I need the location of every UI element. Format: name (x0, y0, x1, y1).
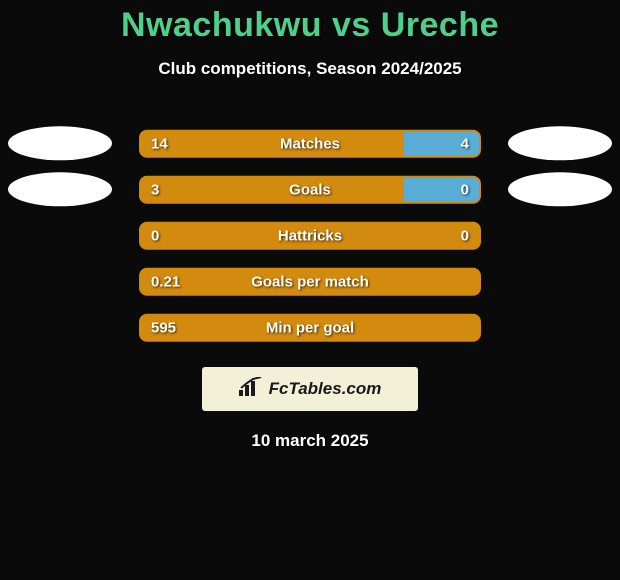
stat-value-player2: 4 (461, 135, 469, 152)
subtitle: Club competitions, Season 2024/2025 (0, 59, 620, 79)
stat-bar: 3 0 Goals (139, 176, 481, 204)
vs-separator: vs (332, 6, 371, 44)
date-text: 10 march 2025 (0, 431, 620, 451)
player2-name: Ureche (381, 6, 499, 44)
stat-value-player2: 0 (461, 181, 469, 198)
stat-bar: 0.21 Goals per match (139, 268, 481, 296)
bar-chart-icon (239, 377, 263, 402)
stat-value-player1: 3 (151, 181, 159, 198)
stat-value-player1: 595 (151, 319, 176, 336)
stat-bar: 595 Min per goal (139, 314, 481, 342)
stat-row: 0.21 Goals per match (0, 261, 620, 307)
bar-segment-player1 (141, 178, 404, 202)
stat-row: 0 0 Hattricks (0, 215, 620, 261)
stat-bar: 0 0 Hattricks (139, 222, 481, 250)
stat-metric-label: Goals (289, 181, 331, 198)
bar-segment-player1 (141, 132, 404, 156)
stat-metric-label: Min per goal (266, 319, 354, 336)
stat-value-player1: 0 (151, 227, 159, 244)
comparison-infographic: Nwachukwu vs Ureche Club competitions, S… (0, 0, 620, 580)
stat-value-player2: 0 (461, 227, 469, 244)
stat-bar: 14 4 Matches (139, 130, 481, 158)
brand-text: FcTables.com (269, 379, 382, 399)
player2-marker (508, 172, 612, 206)
stat-metric-label: Matches (280, 135, 340, 152)
stat-value-player1: 0.21 (151, 273, 180, 290)
brand-badge: FcTables.com (202, 367, 418, 411)
stats-chart: 14 4 Matches 3 0 Goals 0 0 Hattricks 0.21 Goals pe… (0, 123, 620, 353)
player1-marker (8, 126, 112, 160)
stat-metric-label: Hattricks (278, 227, 342, 244)
player1-name: Nwachukwu (121, 6, 322, 44)
page-title: Nwachukwu vs Ureche (0, 6, 620, 45)
player1-marker (8, 172, 112, 206)
stat-row: 3 0 Goals (0, 169, 620, 215)
stat-value-player1: 14 (151, 135, 168, 152)
player2-marker (508, 126, 612, 160)
stat-metric-label: Goals per match (251, 273, 369, 290)
stat-row: 14 4 Matches (0, 123, 620, 169)
stat-row: 595 Min per goal (0, 307, 620, 353)
